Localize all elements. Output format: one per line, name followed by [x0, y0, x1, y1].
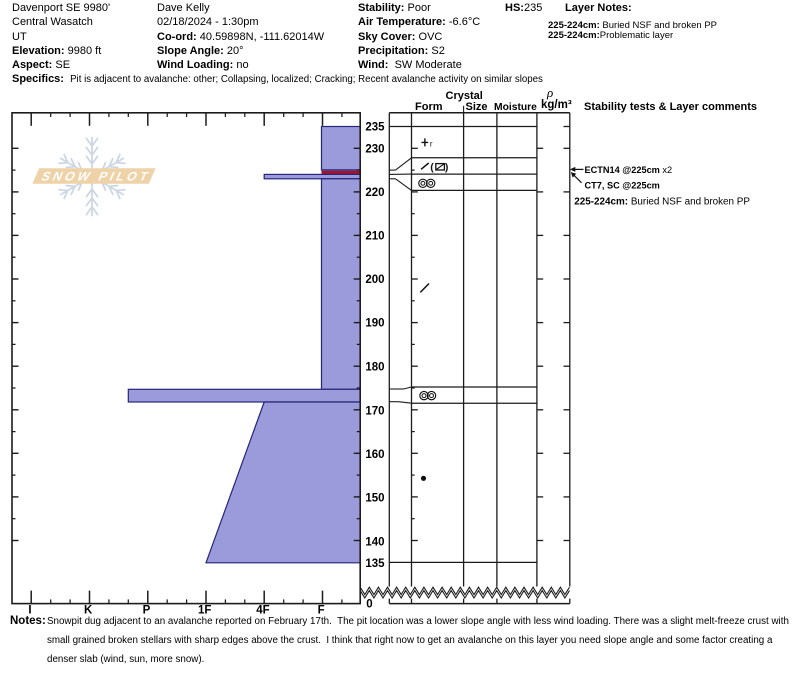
- svg-text:190: 190: [365, 318, 384, 330]
- svg-text:I: I: [28, 605, 31, 617]
- svg-text:150: 150: [365, 493, 384, 505]
- svg-text:210: 210: [365, 230, 384, 242]
- svg-text:180: 180: [365, 362, 384, 374]
- svg-text:4F: 4F: [256, 605, 269, 617]
- svg-text:P: P: [143, 605, 151, 617]
- svg-text:140: 140: [365, 536, 384, 548]
- svg-text:230: 230: [365, 143, 384, 155]
- svg-text:0: 0: [366, 599, 372, 611]
- svg-text:F: F: [318, 605, 325, 617]
- svg-text:220: 220: [365, 187, 384, 199]
- svg-text:200: 200: [365, 274, 384, 286]
- svg-text:1F: 1F: [198, 605, 211, 617]
- svg-text:160: 160: [365, 449, 384, 461]
- svg-text:r: r: [430, 140, 433, 149]
- svg-text:SNOW PILOT: SNOW PILOT: [39, 169, 154, 183]
- svg-text:135: 135: [365, 558, 385, 570]
- svg-text:CT7, SC @225cm: CT7, SC @225cm: [585, 180, 660, 190]
- svg-text:235: 235: [365, 122, 385, 134]
- svg-text:170: 170: [365, 405, 384, 417]
- svg-text:): ): [445, 161, 449, 173]
- svg-text:ECTN14 @225cm x2: ECTN14 @225cm x2: [585, 165, 673, 175]
- svg-text:K: K: [84, 605, 93, 617]
- svg-text:225-224cm: Buried NSF and brok: 225-224cm: Buried NSF and broken PP: [574, 197, 750, 208]
- svg-text:(: (: [430, 161, 434, 173]
